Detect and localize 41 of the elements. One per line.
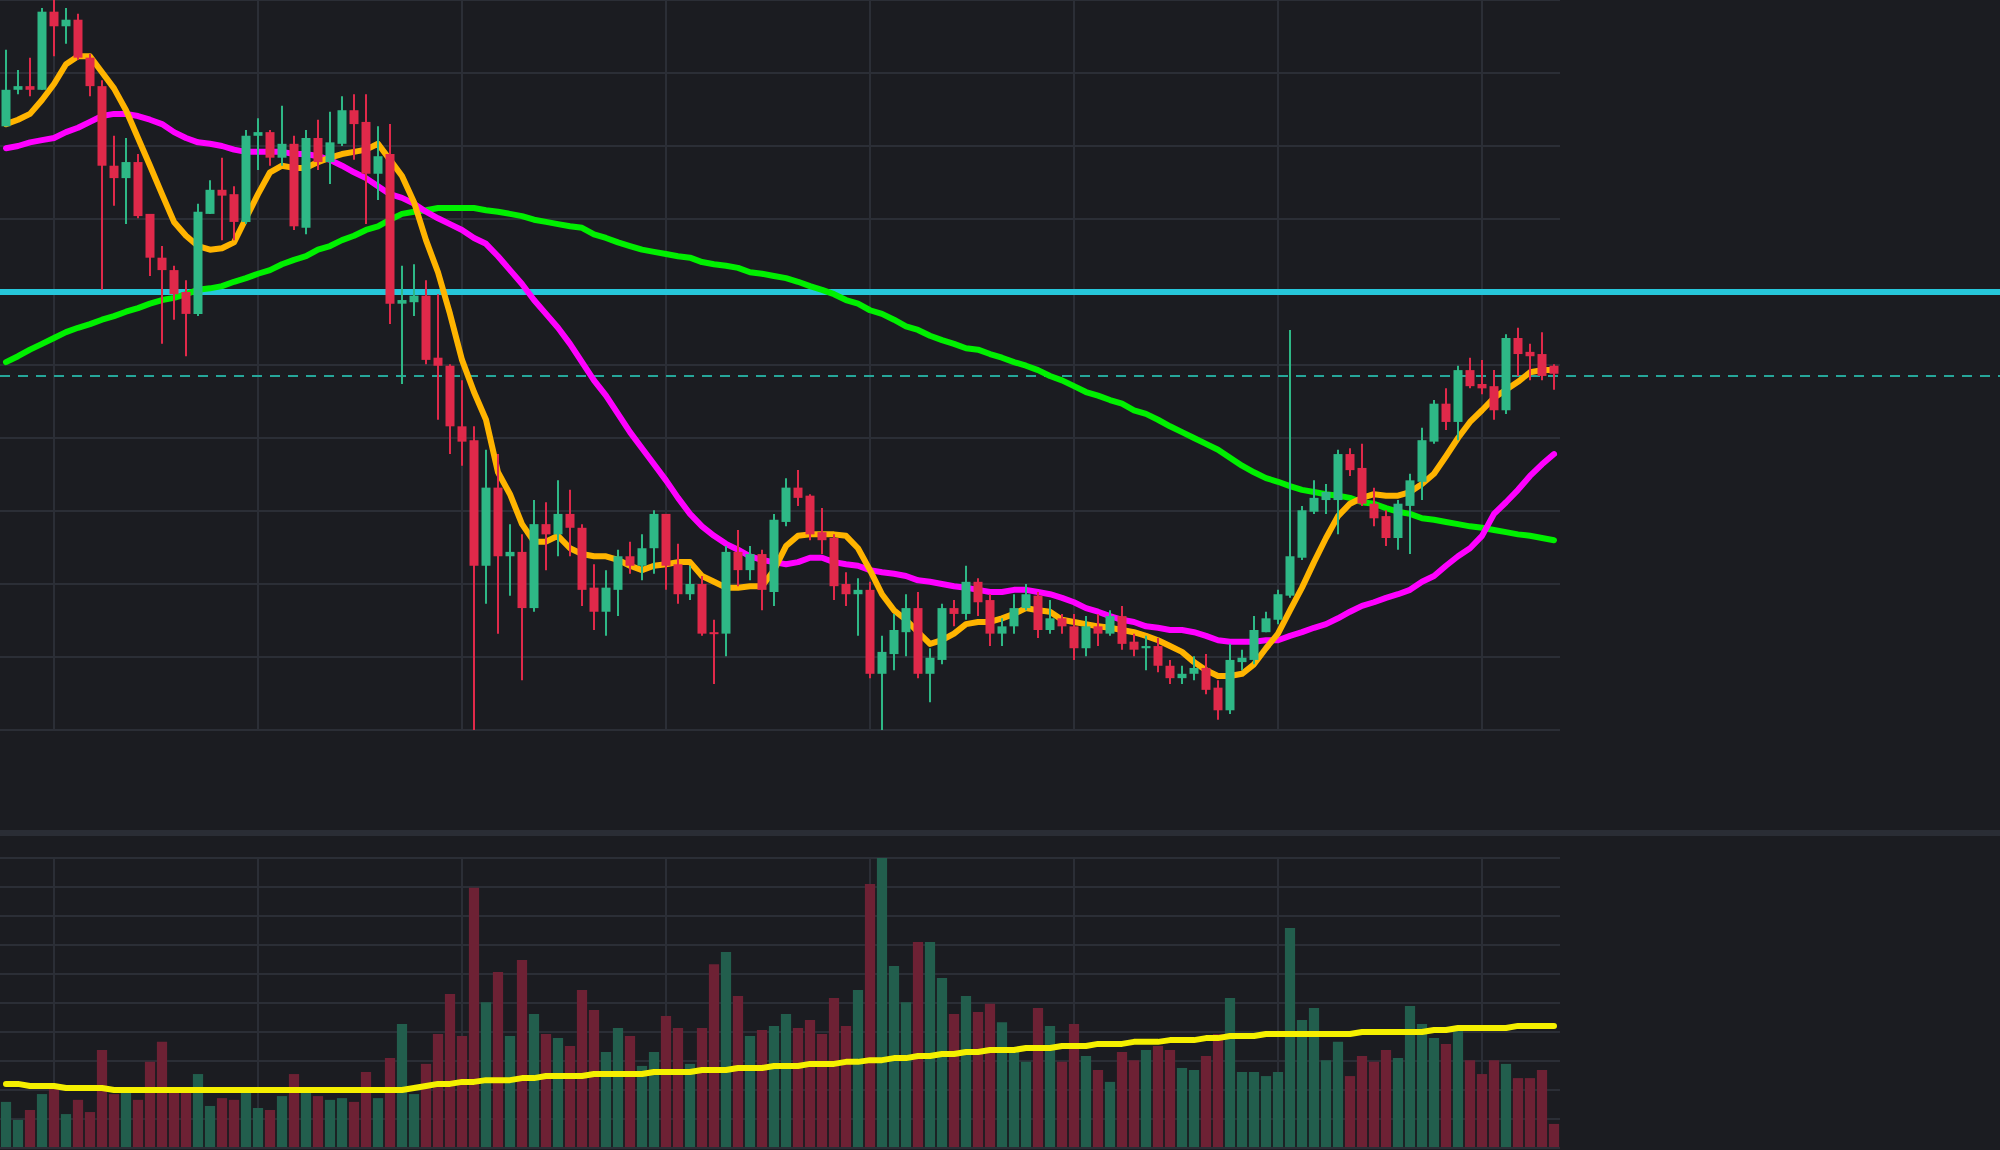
bar xyxy=(492,971,504,1147)
bar xyxy=(1044,1025,1056,1147)
bar xyxy=(36,1094,48,1147)
bar xyxy=(744,1036,756,1147)
candlestick xyxy=(505,524,515,596)
bar xyxy=(864,884,876,1147)
bar xyxy=(1092,1069,1104,1147)
bar xyxy=(1032,1007,1044,1147)
bar xyxy=(264,1110,276,1147)
bar xyxy=(24,1110,36,1147)
bar xyxy=(1440,1043,1452,1147)
candlestick xyxy=(253,118,263,171)
bar xyxy=(504,1036,516,1147)
bar xyxy=(1104,1081,1116,1147)
bar xyxy=(540,1034,552,1147)
candlestick xyxy=(853,578,863,636)
bar xyxy=(1500,1063,1512,1147)
bar xyxy=(552,1038,564,1147)
bar xyxy=(60,1114,72,1147)
bar xyxy=(948,1014,960,1147)
bar xyxy=(1140,1049,1152,1147)
bar xyxy=(384,1058,396,1147)
bar xyxy=(372,1098,384,1147)
bar xyxy=(756,1029,768,1147)
bar xyxy=(912,942,924,1147)
bar xyxy=(288,1074,300,1147)
bar xyxy=(312,1096,324,1147)
candlestick xyxy=(1141,635,1151,671)
bar xyxy=(48,1085,60,1147)
bar xyxy=(852,989,864,1147)
bar xyxy=(516,960,528,1147)
bar xyxy=(480,1002,492,1147)
bar xyxy=(960,996,972,1147)
bar xyxy=(720,951,732,1147)
bar xyxy=(624,1036,636,1147)
bar xyxy=(276,1096,288,1147)
bar xyxy=(528,1014,540,1147)
bar xyxy=(684,1063,696,1147)
bar xyxy=(732,996,744,1147)
bar xyxy=(1080,1056,1092,1147)
bar xyxy=(1452,1029,1464,1147)
